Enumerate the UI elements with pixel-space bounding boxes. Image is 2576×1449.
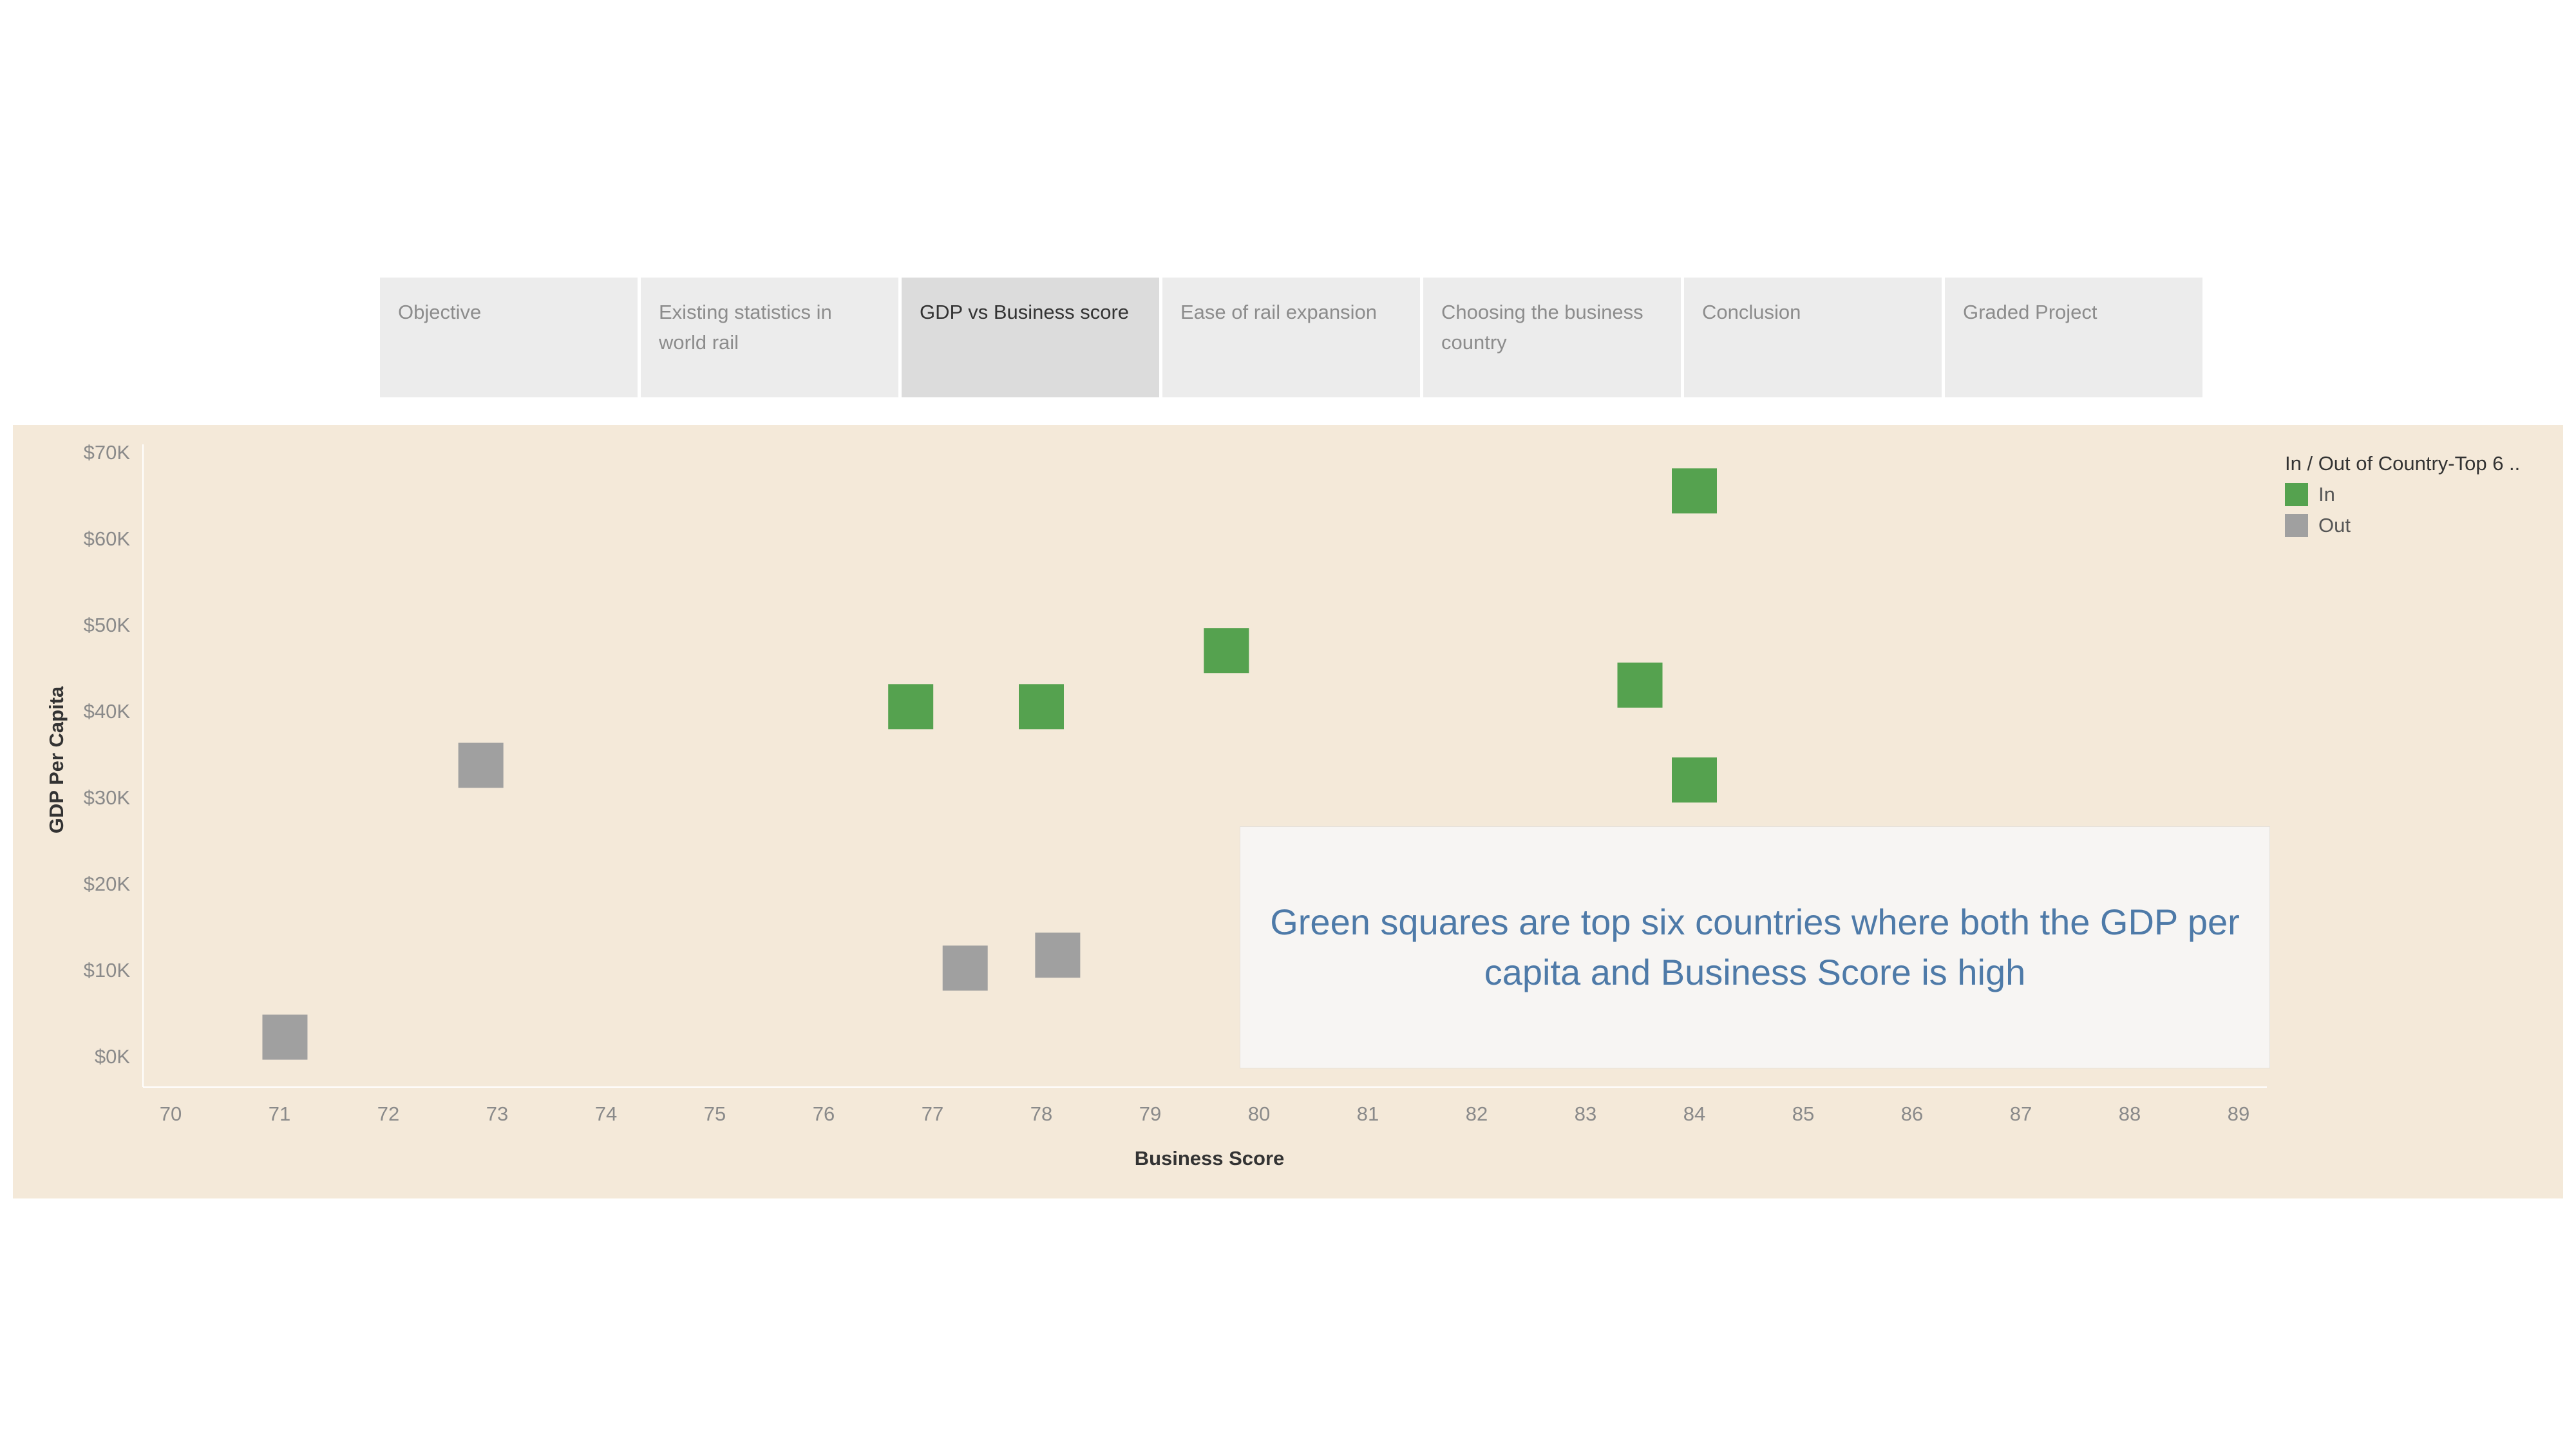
annotation-box: Green squares are top six countries wher… — [1240, 826, 2270, 1068]
data-point-out[interactable] — [262, 1014, 308, 1060]
y-axis-title: GDP Per Capita — [45, 686, 68, 833]
legend-title: In / Out of Country-Top 6 .. — [2285, 452, 2521, 475]
data-point-in[interactable] — [1672, 757, 1717, 803]
data-point-in[interactable] — [888, 684, 934, 730]
annotation-text: Green squares are top six countries wher… — [1270, 902, 2240, 992]
x-tick-label: 88 — [2119, 1103, 2141, 1125]
legend-item-in[interactable]: In — [2285, 483, 2520, 506]
x-tick-label: 72 — [377, 1103, 399, 1125]
x-tick-label: 78 — [1030, 1103, 1052, 1125]
x-tick-label: 82 — [1466, 1103, 1488, 1125]
story-tab-conclusion[interactable]: Conclusion — [1684, 278, 1942, 397]
story-tab-gdp-vs-business-score[interactable]: GDP vs Business score — [902, 278, 1159, 397]
data-point-in[interactable] — [1019, 684, 1064, 730]
axis-lines — [142, 444, 2267, 1088]
legend-label-in: In — [2318, 483, 2335, 506]
story-tab-ease-of-rail-expansion[interactable]: Ease of rail expansion — [1162, 278, 1420, 397]
y-tick-label: $50K — [84, 614, 131, 636]
data-point-in[interactable] — [1617, 662, 1663, 708]
scatter-chart: $0K $10K $20K $30K $40K $50K $60K $70K 70 71 72 73… — [45, 441, 2267, 1170]
x-tick-label: 71 — [269, 1103, 290, 1125]
y-tick-label: $40K — [84, 700, 131, 723]
x-tick-label: 87 — [2010, 1103, 2032, 1125]
x-axis-ticks: 70 71 72 73 74 75 76 77 78 79 80 81 82 83 84 85 86 87 88 89 — [160, 1103, 2249, 1125]
story-tab-graded-project[interactable]: Graded Project — [1945, 278, 2202, 397]
x-tick-label: 84 — [1683, 1103, 1705, 1125]
x-tick-label: 74 — [595, 1103, 617, 1125]
y-tick-label: $0K — [95, 1045, 130, 1068]
story-tab-objective[interactable]: Objective — [380, 278, 638, 397]
data-point-in[interactable] — [1204, 628, 1249, 674]
x-tick-label: 73 — [486, 1103, 508, 1125]
dashboard-panel: $0K $10K $20K $30K $40K $50K $60K $70K 70 71 72 73… — [13, 425, 2563, 1198]
x-tick-label: 70 — [160, 1103, 182, 1125]
x-axis-title: Business Score — [1135, 1147, 1285, 1170]
legend-swatch-in — [2285, 483, 2308, 506]
story-navigation: Objective Existing statistics in world ra… — [380, 278, 2202, 397]
y-tick-label: $30K — [84, 786, 131, 809]
x-tick-label: 85 — [1792, 1103, 1814, 1125]
story-tab-existing-statistics-in-world-rail[interactable]: Existing statistics in world rail — [641, 278, 898, 397]
y-tick-label: $10K — [84, 959, 131, 981]
data-point-out[interactable] — [458, 743, 504, 788]
legend-item-out[interactable]: Out — [2285, 514, 2520, 537]
x-tick-label: 83 — [1575, 1103, 1596, 1125]
data-point-in[interactable] — [1672, 468, 1717, 514]
x-tick-label: 89 — [2228, 1103, 2249, 1125]
x-tick-label: 86 — [1901, 1103, 1923, 1125]
x-tick-label: 80 — [1248, 1103, 1270, 1125]
legend: In / Out of Country-Top 6 .. In Out — [2285, 452, 2520, 537]
y-tick-label: $20K — [84, 873, 131, 895]
data-point-out[interactable] — [1035, 933, 1081, 978]
data-points — [262, 468, 1717, 1060]
y-axis-ticks: $0K $10K $20K $30K $40K $50K $60K $70K — [84, 441, 131, 1068]
x-tick-label: 77 — [922, 1103, 943, 1125]
y-tick-label: $60K — [84, 527, 131, 550]
x-tick-label: 81 — [1357, 1103, 1379, 1125]
y-tick-label: $70K — [84, 441, 131, 464]
x-tick-label: 76 — [813, 1103, 835, 1125]
legend-swatch-out — [2285, 514, 2308, 537]
data-point-out[interactable] — [942, 945, 988, 991]
legend-label-out: Out — [2318, 514, 2351, 536]
story-tab-choosing-the-business-country[interactable]: Choosing the business country — [1423, 278, 1681, 397]
x-tick-label: 79 — [1139, 1103, 1161, 1125]
x-tick-label: 75 — [704, 1103, 726, 1125]
